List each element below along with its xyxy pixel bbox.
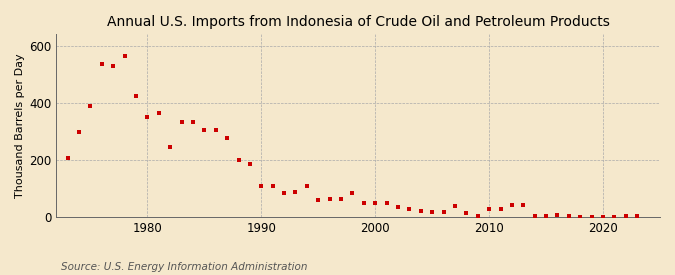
Point	[97, 62, 107, 67]
Point	[222, 136, 233, 140]
Point	[484, 207, 495, 211]
Point	[153, 111, 164, 115]
Point	[541, 214, 551, 218]
Point	[427, 210, 437, 214]
Point	[108, 64, 119, 68]
Point	[632, 214, 643, 218]
Point	[290, 189, 301, 194]
Point	[74, 129, 84, 134]
Point	[267, 184, 278, 188]
Point	[370, 201, 381, 205]
Point	[358, 201, 369, 205]
Point	[256, 184, 267, 188]
Point	[176, 119, 187, 124]
Point	[495, 207, 506, 211]
Point	[472, 214, 483, 218]
Point	[85, 104, 96, 108]
Point	[324, 197, 335, 201]
Point	[302, 184, 313, 188]
Point	[597, 214, 608, 219]
Point	[188, 119, 198, 124]
Point	[347, 191, 358, 195]
Point	[335, 197, 346, 201]
Point	[438, 210, 449, 214]
Point	[415, 209, 426, 213]
Point	[381, 201, 392, 205]
Point	[142, 115, 153, 119]
Point	[461, 211, 472, 215]
Point	[518, 203, 529, 208]
Point	[620, 214, 631, 218]
Point	[119, 54, 130, 58]
Point	[450, 204, 460, 208]
Point	[587, 214, 597, 219]
Point	[575, 214, 586, 219]
Point	[393, 205, 404, 210]
Point	[131, 94, 142, 98]
Text: Source: U.S. Energy Information Administration: Source: U.S. Energy Information Administ…	[61, 262, 307, 272]
Point	[233, 158, 244, 162]
Point	[165, 145, 176, 150]
Point	[529, 214, 540, 218]
Point	[564, 214, 574, 218]
Point	[199, 128, 210, 132]
Point	[552, 213, 563, 217]
Point	[279, 191, 290, 195]
Point	[244, 162, 255, 167]
Point	[404, 207, 415, 211]
Point	[506, 202, 517, 207]
Point	[62, 156, 73, 160]
Title: Annual U.S. Imports from Indonesia of Crude Oil and Petroleum Products: Annual U.S. Imports from Indonesia of Cr…	[107, 15, 610, 29]
Point	[211, 128, 221, 132]
Point	[313, 198, 324, 202]
Y-axis label: Thousand Barrels per Day: Thousand Barrels per Day	[15, 54, 25, 198]
Point	[609, 214, 620, 219]
